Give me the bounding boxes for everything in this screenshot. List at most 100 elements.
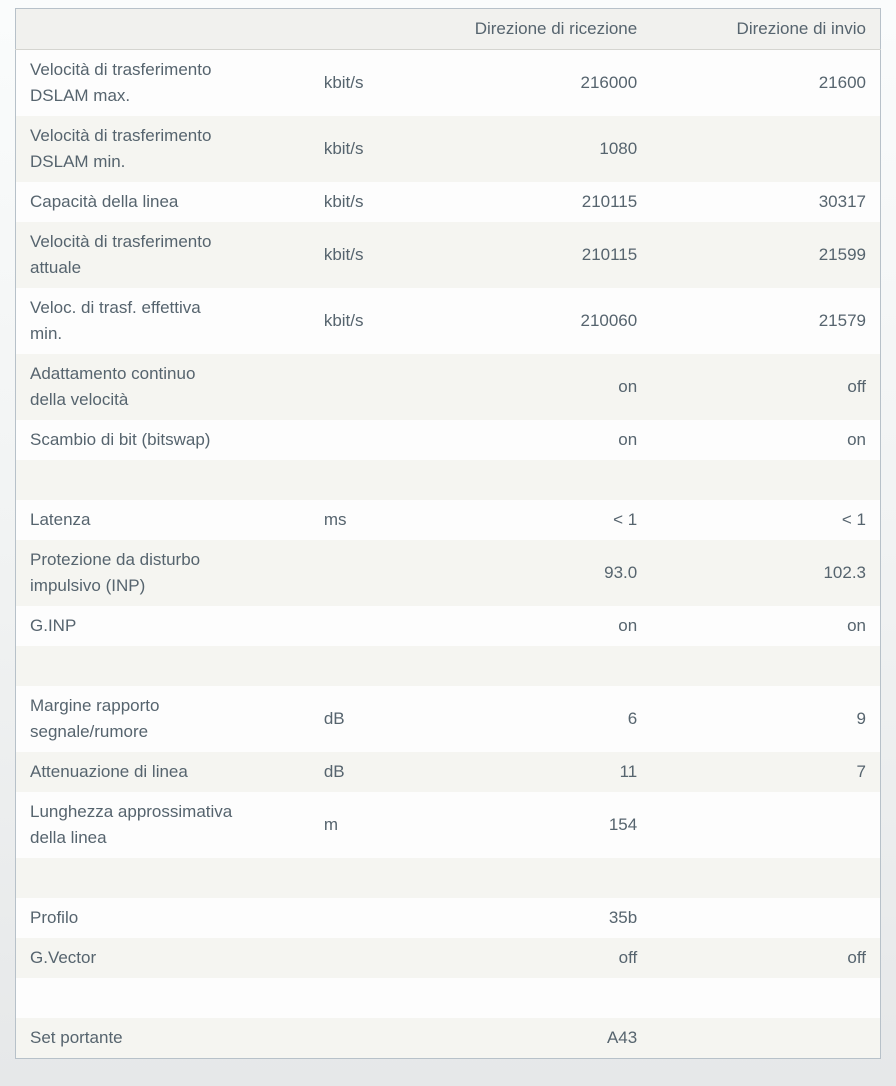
row-label: Velocità di trasferimento DSLAM max. bbox=[30, 60, 212, 105]
table-header-row: Direzione di ricezione Direzione di invi… bbox=[15, 8, 881, 50]
row-value-rx bbox=[420, 978, 651, 1018]
col-header-unit bbox=[309, 8, 420, 50]
row-value-tx bbox=[651, 858, 880, 898]
row-value-tx: < 1 bbox=[841, 510, 866, 529]
row-value-tx bbox=[651, 978, 880, 1018]
table-row bbox=[15, 978, 881, 1018]
table-row: Veloc. di trasf. effettiva min. kbit/s 2… bbox=[15, 288, 881, 354]
row-label: Latenza bbox=[30, 510, 91, 529]
row-value-tx bbox=[651, 792, 880, 858]
row-value-rx: on bbox=[618, 616, 638, 635]
row-value-rx: 154 bbox=[608, 815, 638, 834]
table-row: Lunghezza approssimativa della linea m 1… bbox=[15, 792, 881, 858]
row-unit bbox=[310, 354, 420, 420]
row-unit bbox=[310, 460, 420, 500]
table-row: Scambio di bit (bitswap) on on bbox=[15, 420, 881, 460]
row-value-rx bbox=[420, 646, 651, 686]
row-value-tx: on bbox=[847, 616, 866, 635]
row-value-tx: 9 bbox=[856, 709, 866, 728]
row-unit bbox=[310, 606, 420, 646]
table-row: Velocità di trasferimento DSLAM max. kbi… bbox=[15, 49, 881, 116]
row-label: Veloc. di trasf. effettiva min. bbox=[30, 298, 201, 343]
row-value-rx: 210115 bbox=[581, 245, 638, 264]
table-row: Protezione da disturbo impulsivo (INP) 9… bbox=[15, 540, 881, 606]
row-value-rx: off bbox=[618, 948, 638, 967]
row-value-rx bbox=[420, 460, 651, 500]
row-unit: kbit/s bbox=[323, 73, 364, 92]
row-value-tx: off bbox=[847, 948, 866, 967]
row-label: Profilo bbox=[30, 908, 79, 927]
row-value-rx: 1080 bbox=[599, 139, 638, 158]
table-row: Profilo 35b bbox=[15, 898, 881, 938]
table-row bbox=[15, 646, 881, 686]
row-value-tx bbox=[651, 460, 880, 500]
row-label: Lunghezza approssimativa della linea bbox=[30, 802, 233, 847]
row-label: Attenuazione di linea bbox=[30, 762, 188, 781]
row-value-tx bbox=[651, 1018, 880, 1059]
row-value-tx: 21600 bbox=[818, 73, 866, 92]
table-row: Adattamento continuo della velocità on o… bbox=[15, 354, 881, 420]
row-value-tx: 7 bbox=[856, 762, 866, 781]
table-row: G.Vector off off bbox=[15, 938, 881, 978]
dsl-stats-panel: Direzione di ricezione Direzione di invi… bbox=[15, 8, 881, 1059]
table-row: Latenza ms < 1 < 1 bbox=[15, 500, 881, 540]
row-value-tx: 21599 bbox=[818, 245, 866, 264]
row-label: Capacità della linea bbox=[30, 192, 179, 211]
row-value-tx bbox=[651, 898, 880, 938]
row-value-rx bbox=[420, 858, 651, 898]
row-unit bbox=[310, 646, 420, 686]
row-unit bbox=[310, 1018, 420, 1059]
row-unit: ms bbox=[323, 510, 347, 529]
row-unit bbox=[310, 420, 420, 460]
row-label: Margine rapporto segnale/rumore bbox=[30, 696, 160, 741]
row-value-rx: 210115 bbox=[581, 192, 638, 211]
row-unit: kbit/s bbox=[323, 311, 364, 330]
row-label: G.Vector bbox=[30, 948, 97, 967]
row-label: Scambio di bit (bitswap) bbox=[30, 430, 211, 449]
row-value-rx: A43 bbox=[606, 1028, 638, 1047]
row-unit: dB bbox=[323, 709, 345, 728]
table-row: G.INP on on bbox=[15, 606, 881, 646]
table-row: Velocità di trasferimento DSLAM min. kbi… bbox=[15, 116, 881, 182]
row-value-rx: 35b bbox=[608, 908, 638, 927]
row-label: Adattamento continuo della velocità bbox=[30, 364, 196, 409]
row-unit: m bbox=[323, 815, 338, 834]
table-row: Velocità di trasferimento attuale kbit/s… bbox=[15, 222, 881, 288]
row-unit bbox=[310, 540, 420, 606]
table-row: Margine rapporto segnale/rumore dB 6 9 bbox=[15, 686, 881, 752]
row-label bbox=[16, 646, 310, 686]
row-value-rx: 210060 bbox=[580, 311, 638, 330]
col-header-rx: Direzione di ricezione bbox=[419, 8, 652, 50]
row-value-rx: 11 bbox=[619, 762, 638, 781]
row-unit bbox=[310, 978, 420, 1018]
row-value-tx: off bbox=[847, 377, 866, 396]
row-value-rx: 93.0 bbox=[604, 563, 638, 582]
row-label: Set portante bbox=[30, 1028, 123, 1047]
row-value-rx: < 1 bbox=[613, 510, 638, 529]
row-unit bbox=[310, 898, 420, 938]
row-label: Velocità di trasferimento DSLAM min. bbox=[30, 126, 212, 171]
row-unit: dB bbox=[323, 762, 345, 781]
row-value-rx: 216000 bbox=[580, 73, 638, 92]
row-value-rx: on bbox=[618, 377, 638, 396]
row-unit: kbit/s bbox=[323, 139, 364, 158]
row-label bbox=[16, 460, 310, 500]
row-label bbox=[16, 858, 310, 898]
row-value-tx: 30317 bbox=[818, 192, 866, 211]
row-value-tx: 102.3 bbox=[823, 563, 866, 582]
row-value-tx bbox=[651, 116, 880, 182]
row-label: Velocità di trasferimento attuale bbox=[30, 232, 212, 277]
row-value-tx: on bbox=[847, 430, 866, 449]
table-row bbox=[15, 460, 881, 500]
col-header-tx: Direzione di invio bbox=[651, 8, 881, 50]
row-unit: kbit/s bbox=[323, 192, 364, 211]
row-label bbox=[16, 978, 310, 1018]
table-row bbox=[15, 858, 881, 898]
row-label: Protezione da disturbo impulsivo (INP) bbox=[30, 550, 201, 595]
row-value-tx: 21579 bbox=[818, 311, 866, 330]
row-unit bbox=[310, 858, 420, 898]
row-value-rx: on bbox=[618, 430, 638, 449]
table-row: Attenuazione di linea dB 11 7 bbox=[15, 752, 881, 792]
row-unit: kbit/s bbox=[323, 245, 364, 264]
dsl-stats-table: Direzione di ricezione Direzione di invi… bbox=[15, 8, 881, 1059]
